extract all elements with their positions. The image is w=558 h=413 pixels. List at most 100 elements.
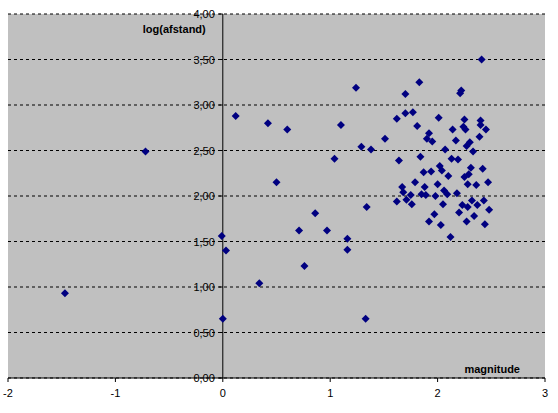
point bbox=[352, 84, 360, 92]
y-axis-title: log(afstand) bbox=[143, 23, 206, 35]
point bbox=[475, 133, 483, 141]
y-tick bbox=[219, 150, 223, 151]
point bbox=[408, 200, 416, 208]
point bbox=[362, 315, 370, 323]
point bbox=[463, 217, 471, 225]
point bbox=[330, 155, 338, 163]
point bbox=[473, 201, 481, 209]
point bbox=[409, 108, 417, 116]
point bbox=[448, 155, 456, 163]
plot-area bbox=[8, 14, 545, 378]
point bbox=[363, 203, 371, 211]
point bbox=[141, 147, 149, 155]
x-tick bbox=[545, 378, 546, 382]
y-tick-label: 2,50 bbox=[193, 145, 214, 157]
point bbox=[427, 167, 435, 175]
point bbox=[484, 178, 492, 186]
point bbox=[421, 183, 429, 191]
chart: 0,000,501,001,502,002,503,003,504,00-2-1… bbox=[0, 0, 558, 413]
y-tick bbox=[219, 14, 223, 15]
point bbox=[479, 165, 487, 173]
y-tick bbox=[219, 287, 223, 288]
point bbox=[425, 129, 433, 137]
y-tick bbox=[219, 59, 223, 60]
x-tick bbox=[222, 378, 223, 382]
point bbox=[218, 232, 226, 240]
point bbox=[466, 138, 474, 146]
points bbox=[61, 56, 493, 323]
grid-line bbox=[8, 241, 545, 242]
point bbox=[283, 126, 291, 134]
y-tick-label: 4,00 bbox=[193, 8, 214, 20]
point bbox=[422, 191, 430, 199]
y-tick-label: 3,00 bbox=[193, 99, 214, 111]
point bbox=[219, 315, 227, 323]
x-tick-label: -2 bbox=[3, 387, 13, 399]
point bbox=[395, 157, 403, 165]
point bbox=[428, 137, 436, 145]
x-tick bbox=[330, 378, 331, 382]
grid-line bbox=[8, 59, 545, 60]
point bbox=[481, 220, 489, 228]
point bbox=[437, 221, 445, 229]
y-tick bbox=[219, 332, 223, 333]
point bbox=[438, 167, 446, 175]
x-tick-label: -1 bbox=[111, 387, 121, 399]
point bbox=[452, 136, 460, 144]
point bbox=[264, 119, 272, 127]
point bbox=[435, 114, 443, 122]
grid-line bbox=[8, 196, 545, 197]
point bbox=[61, 289, 69, 297]
point bbox=[454, 156, 462, 164]
y-tick-label: 0,50 bbox=[193, 327, 214, 339]
point bbox=[460, 173, 468, 181]
y-tick-label: 2,00 bbox=[193, 190, 214, 202]
point bbox=[455, 208, 463, 216]
point bbox=[407, 191, 415, 199]
grid-line bbox=[8, 105, 545, 106]
x-tick-label: 0 bbox=[220, 387, 226, 399]
x-tick bbox=[8, 378, 9, 382]
point bbox=[482, 126, 490, 134]
y-tick-label: 3,50 bbox=[193, 54, 214, 66]
point bbox=[477, 116, 485, 124]
x-tick-label: 3 bbox=[542, 387, 548, 399]
point bbox=[430, 210, 438, 218]
x-tick-label: 1 bbox=[327, 387, 333, 399]
x-axis-title: magnitude bbox=[464, 363, 520, 375]
point bbox=[255, 279, 263, 287]
point bbox=[413, 122, 421, 130]
point bbox=[443, 190, 451, 198]
point bbox=[469, 147, 477, 155]
point bbox=[464, 180, 472, 188]
point bbox=[449, 126, 457, 134]
point bbox=[367, 146, 375, 154]
point bbox=[464, 203, 472, 211]
point bbox=[232, 112, 240, 120]
point bbox=[468, 197, 476, 205]
grid-line bbox=[8, 332, 545, 333]
x-tick-label: 2 bbox=[435, 387, 441, 399]
y-tick bbox=[219, 196, 223, 197]
point bbox=[485, 206, 493, 214]
grid-line bbox=[8, 14, 545, 15]
point bbox=[411, 178, 419, 186]
grid-line bbox=[8, 150, 545, 151]
point bbox=[401, 90, 409, 98]
point bbox=[457, 86, 465, 94]
x-tick bbox=[437, 378, 438, 382]
point bbox=[273, 178, 281, 186]
point bbox=[439, 200, 447, 208]
point bbox=[446, 233, 454, 241]
y-axis bbox=[222, 14, 223, 378]
y-tick bbox=[219, 105, 223, 106]
point bbox=[453, 189, 461, 197]
point bbox=[343, 235, 351, 243]
point bbox=[337, 121, 345, 129]
grid-line bbox=[8, 287, 545, 288]
point bbox=[480, 197, 488, 205]
point bbox=[311, 209, 319, 217]
y-tick-label: 1,50 bbox=[193, 236, 214, 248]
point bbox=[401, 109, 409, 117]
point bbox=[420, 168, 428, 176]
